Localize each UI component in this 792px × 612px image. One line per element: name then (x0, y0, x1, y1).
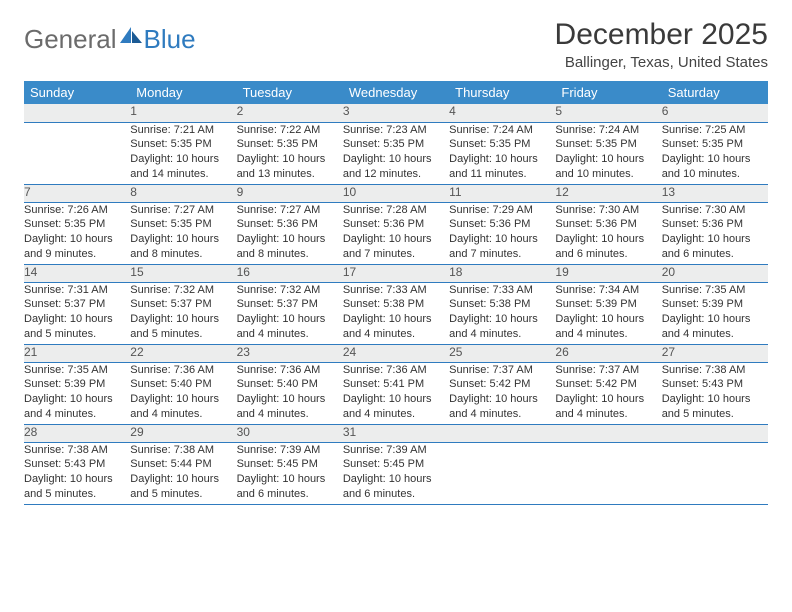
sail-icon (120, 27, 142, 43)
location-text: Ballinger, Texas, United States (555, 54, 768, 71)
day-number-cell: 18 (449, 264, 555, 282)
title-block: December 2025 Ballinger, Texas, United S… (555, 18, 768, 71)
day-number-cell: 31 (343, 424, 449, 442)
day-detail-cell: Sunrise: 7:34 AM Sunset: 5:39 PM Dayligh… (555, 282, 661, 344)
day-number-cell: 15 (130, 264, 236, 282)
day-header: Friday (555, 81, 661, 104)
day-detail-cell: Sunrise: 7:22 AM Sunset: 5:35 PM Dayligh… (237, 122, 343, 184)
day-header: Wednesday (343, 81, 449, 104)
day-detail-cell: Sunrise: 7:21 AM Sunset: 5:35 PM Dayligh… (130, 122, 236, 184)
day-number-cell: 16 (237, 264, 343, 282)
logo-text-gray: General (24, 24, 117, 55)
day-detail-cell: Sunrise: 7:27 AM Sunset: 5:36 PM Dayligh… (237, 202, 343, 264)
day-detail-cell: Sunrise: 7:37 AM Sunset: 5:42 PM Dayligh… (555, 362, 661, 424)
day-number-row: 28293031 (24, 424, 768, 442)
day-number-row: 21222324252627 (24, 344, 768, 362)
day-detail-cell (24, 122, 130, 184)
day-detail-cell: Sunrise: 7:33 AM Sunset: 5:38 PM Dayligh… (343, 282, 449, 344)
day-detail-cell (449, 442, 555, 504)
day-number-row: 123456 (24, 104, 768, 122)
day-number-cell: 25 (449, 344, 555, 362)
day-detail-cell: Sunrise: 7:30 AM Sunset: 5:36 PM Dayligh… (555, 202, 661, 264)
day-number-cell: 4 (449, 104, 555, 122)
calendar-body: 123456Sunrise: 7:21 AM Sunset: 5:35 PM D… (24, 104, 768, 504)
header: General Blue December 2025 Ballinger, Te… (24, 18, 768, 71)
day-header: Tuesday (237, 81, 343, 104)
day-detail-row: Sunrise: 7:31 AM Sunset: 5:37 PM Dayligh… (24, 282, 768, 344)
day-detail-cell: Sunrise: 7:24 AM Sunset: 5:35 PM Dayligh… (449, 122, 555, 184)
day-number-cell: 8 (130, 184, 236, 202)
day-detail-cell: Sunrise: 7:38 AM Sunset: 5:43 PM Dayligh… (662, 362, 768, 424)
day-detail-cell: Sunrise: 7:32 AM Sunset: 5:37 PM Dayligh… (237, 282, 343, 344)
day-detail-cell: Sunrise: 7:39 AM Sunset: 5:45 PM Dayligh… (237, 442, 343, 504)
day-detail-cell: Sunrise: 7:36 AM Sunset: 5:41 PM Dayligh… (343, 362, 449, 424)
day-detail-cell: Sunrise: 7:38 AM Sunset: 5:44 PM Dayligh… (130, 442, 236, 504)
day-number-cell: 22 (130, 344, 236, 362)
day-header: Saturday (662, 81, 768, 104)
day-number-cell: 21 (24, 344, 130, 362)
day-number-cell: 2 (237, 104, 343, 122)
day-detail-cell: Sunrise: 7:36 AM Sunset: 5:40 PM Dayligh… (130, 362, 236, 424)
day-header: Monday (130, 81, 236, 104)
day-number-cell: 14 (24, 264, 130, 282)
day-detail-cell: Sunrise: 7:37 AM Sunset: 5:42 PM Dayligh… (449, 362, 555, 424)
day-detail-cell: Sunrise: 7:38 AM Sunset: 5:43 PM Dayligh… (24, 442, 130, 504)
day-number-cell (555, 424, 661, 442)
day-number-cell: 12 (555, 184, 661, 202)
month-title: December 2025 (555, 18, 768, 52)
day-number-cell: 29 (130, 424, 236, 442)
day-detail-row: Sunrise: 7:26 AM Sunset: 5:35 PM Dayligh… (24, 202, 768, 264)
calendar-header-row: SundayMondayTuesdayWednesdayThursdayFrid… (24, 81, 768, 104)
day-number-cell: 26 (555, 344, 661, 362)
day-detail-cell: Sunrise: 7:29 AM Sunset: 5:36 PM Dayligh… (449, 202, 555, 264)
day-number-cell: 10 (343, 184, 449, 202)
day-number-cell: 28 (24, 424, 130, 442)
day-detail-cell: Sunrise: 7:30 AM Sunset: 5:36 PM Dayligh… (662, 202, 768, 264)
day-number-row: 78910111213 (24, 184, 768, 202)
day-detail-cell: Sunrise: 7:35 AM Sunset: 5:39 PM Dayligh… (662, 282, 768, 344)
day-number-cell: 24 (343, 344, 449, 362)
day-number-cell: 17 (343, 264, 449, 282)
day-header: Thursday (449, 81, 555, 104)
day-number-cell: 3 (343, 104, 449, 122)
day-number-cell: 1 (130, 104, 236, 122)
day-detail-row: Sunrise: 7:35 AM Sunset: 5:39 PM Dayligh… (24, 362, 768, 424)
logo: General Blue (24, 18, 196, 55)
day-number-cell: 7 (24, 184, 130, 202)
day-number-cell: 27 (662, 344, 768, 362)
day-number-cell: 9 (237, 184, 343, 202)
day-detail-cell: Sunrise: 7:24 AM Sunset: 5:35 PM Dayligh… (555, 122, 661, 184)
day-detail-cell (555, 442, 661, 504)
day-number-cell: 20 (662, 264, 768, 282)
day-number-cell: 5 (555, 104, 661, 122)
day-number-cell: 13 (662, 184, 768, 202)
day-detail-cell: Sunrise: 7:32 AM Sunset: 5:37 PM Dayligh… (130, 282, 236, 344)
day-number-cell: 19 (555, 264, 661, 282)
calendar-table: SundayMondayTuesdayWednesdayThursdayFrid… (24, 81, 768, 505)
day-detail-cell: Sunrise: 7:28 AM Sunset: 5:36 PM Dayligh… (343, 202, 449, 264)
day-detail-cell: Sunrise: 7:27 AM Sunset: 5:35 PM Dayligh… (130, 202, 236, 264)
day-detail-cell: Sunrise: 7:39 AM Sunset: 5:45 PM Dayligh… (343, 442, 449, 504)
day-detail-row: Sunrise: 7:21 AM Sunset: 5:35 PM Dayligh… (24, 122, 768, 184)
day-number-cell (662, 424, 768, 442)
day-header: Sunday (24, 81, 130, 104)
day-detail-cell: Sunrise: 7:33 AM Sunset: 5:38 PM Dayligh… (449, 282, 555, 344)
day-number-cell (449, 424, 555, 442)
day-detail-row: Sunrise: 7:38 AM Sunset: 5:43 PM Dayligh… (24, 442, 768, 504)
calendar-page: General Blue December 2025 Ballinger, Te… (0, 0, 792, 612)
day-detail-cell: Sunrise: 7:25 AM Sunset: 5:35 PM Dayligh… (662, 122, 768, 184)
day-detail-cell: Sunrise: 7:36 AM Sunset: 5:40 PM Dayligh… (237, 362, 343, 424)
logo-text-blue: Blue (144, 24, 196, 55)
day-number-cell: 30 (237, 424, 343, 442)
day-detail-cell: Sunrise: 7:31 AM Sunset: 5:37 PM Dayligh… (24, 282, 130, 344)
day-detail-cell (662, 442, 768, 504)
day-number-cell: 11 (449, 184, 555, 202)
day-detail-cell: Sunrise: 7:23 AM Sunset: 5:35 PM Dayligh… (343, 122, 449, 184)
day-number-cell: 6 (662, 104, 768, 122)
day-number-row: 14151617181920 (24, 264, 768, 282)
day-detail-cell: Sunrise: 7:26 AM Sunset: 5:35 PM Dayligh… (24, 202, 130, 264)
day-number-cell: 23 (237, 344, 343, 362)
day-detail-cell: Sunrise: 7:35 AM Sunset: 5:39 PM Dayligh… (24, 362, 130, 424)
day-number-cell (24, 104, 130, 122)
